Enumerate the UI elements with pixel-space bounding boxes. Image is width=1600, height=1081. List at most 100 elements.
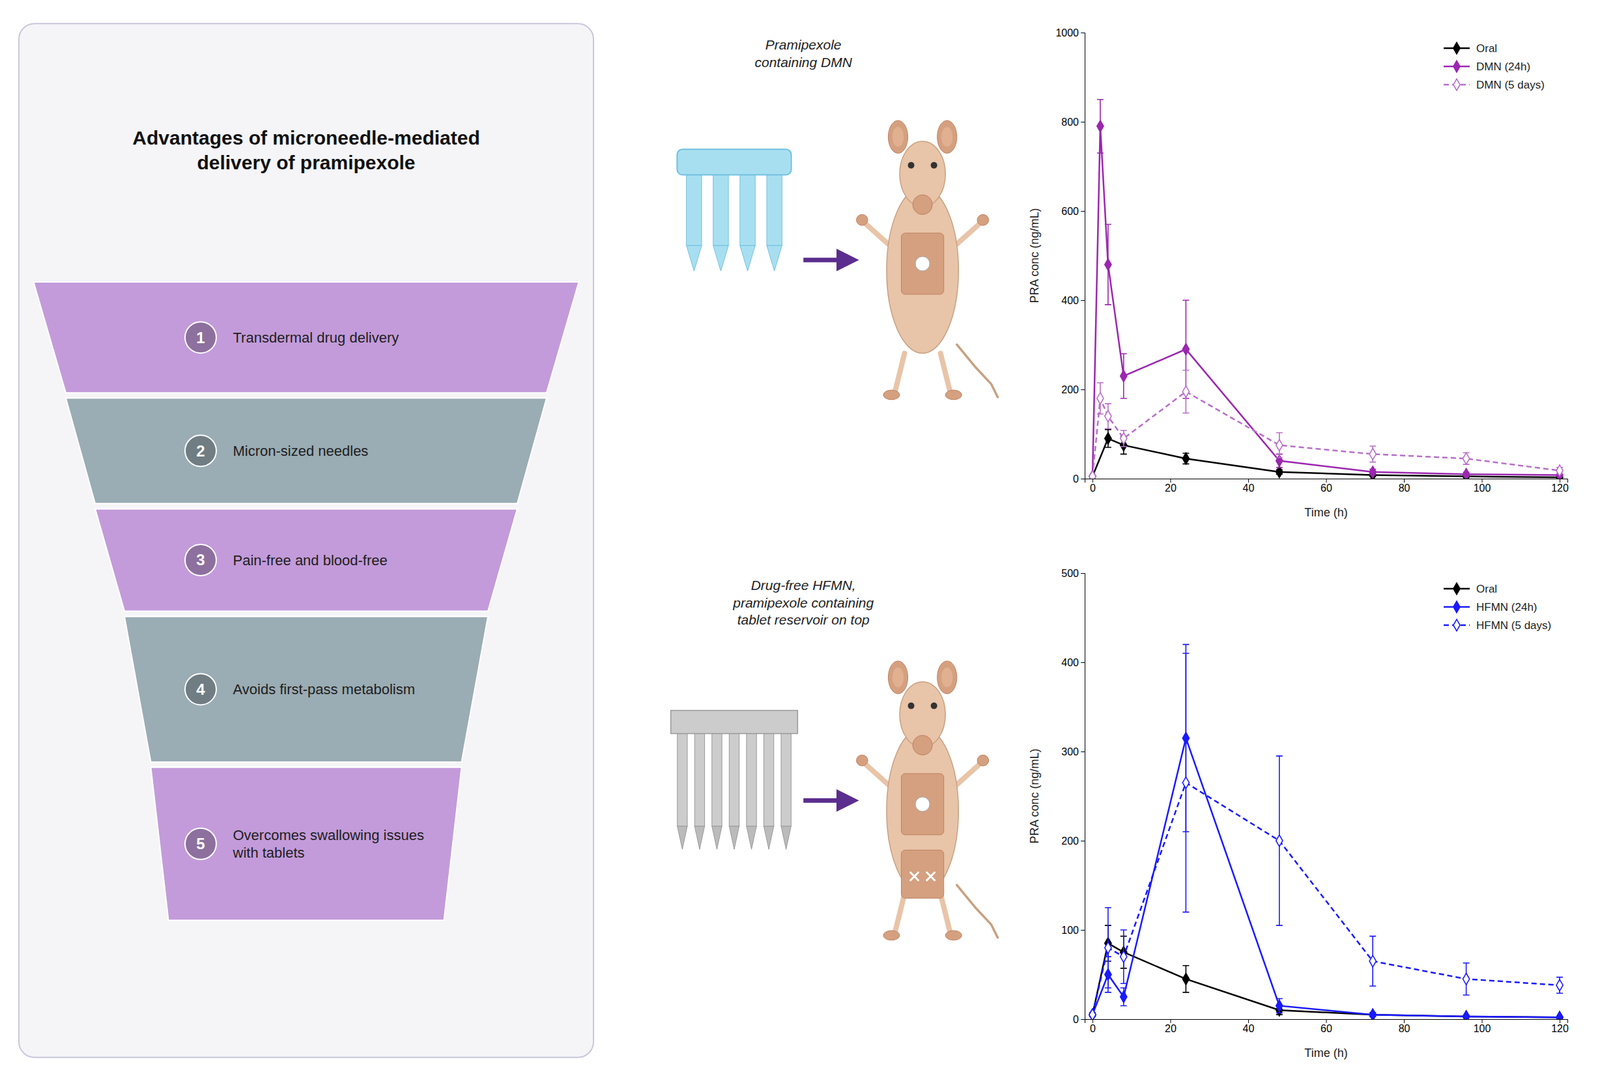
x-tick-mark: [1092, 1019, 1094, 1024]
legend-entry: Oral: [1443, 42, 1498, 55]
x-tick: 100: [1473, 1019, 1492, 1035]
legend-marker: [1453, 619, 1460, 632]
error-bar: [1104, 429, 1112, 448]
x-tick-mark: [1559, 478, 1561, 483]
needle-base: [676, 149, 791, 175]
needle-tip: [781, 826, 791, 851]
y-tick: 200: [1061, 384, 1085, 396]
y-tick-mark: [1080, 751, 1085, 753]
text-line: pramipexole containing: [732, 595, 874, 611]
y-tick: 0: [1072, 1014, 1085, 1026]
figure: Advantages of microneedle-mediateddelive…: [0, 0, 1600, 1081]
needle: [712, 734, 722, 827]
mouse-leg: [940, 353, 951, 393]
y-tick-label: 200: [1061, 384, 1079, 396]
panel-background: [18, 23, 594, 1058]
mouse-arm: [863, 762, 889, 786]
y-tick-label: 100: [1061, 925, 1079, 937]
error-bar: [1120, 988, 1128, 1006]
x-tick-label: 60: [1320, 1023, 1333, 1035]
text-line: Advantages of microneedle-mediated: [132, 127, 480, 149]
x-axis-title: Time (h): [1304, 506, 1348, 520]
legend: OralHFMN (24h)HFMN (5 days): [1443, 583, 1552, 632]
error-bar: [1556, 977, 1563, 995]
y-tick-mark: [1080, 841, 1085, 842]
funnel-band: [65, 398, 547, 504]
y-tick-mark: [1080, 662, 1085, 664]
mouse-tail: [957, 885, 999, 939]
mouse-patch: [901, 850, 944, 899]
legend-marker: [1453, 60, 1460, 73]
x-tick: 40: [1242, 478, 1255, 494]
x-tick-mark: [1092, 478, 1094, 483]
needle: [694, 734, 705, 827]
x-tick-mark: [1170, 478, 1171, 483]
y-tick: 100: [1061, 925, 1085, 937]
series-line: [1092, 783, 1560, 1015]
point: [1463, 452, 1470, 465]
data-label: 1: [196, 328, 205, 347]
legend-entry: DMN (5 days): [1443, 78, 1545, 92]
mouse-paw: [856, 755, 869, 767]
mouse-body: [886, 186, 959, 354]
text-line: Pramipexole: [765, 37, 842, 53]
text-line: delivery of pramipexole: [196, 151, 415, 174]
point: [1556, 979, 1563, 992]
legend-marker: [1453, 42, 1460, 55]
needle-tip: [694, 826, 705, 851]
series-line: [1092, 126, 1560, 477]
mouse-snout: [912, 194, 933, 215]
mouse-patch: [901, 773, 944, 836]
y-tick-mark: [1080, 300, 1085, 301]
funnel-band: [33, 282, 580, 393]
mouse-ear-inner: [892, 667, 905, 688]
needle: [740, 171, 756, 246]
x-tick-mark: [1326, 1019, 1328, 1024]
text-line: tablet reservoir on top: [737, 612, 870, 628]
y-tick: 0: [1072, 473, 1085, 485]
point: [1182, 973, 1189, 986]
data-label: 2: [196, 442, 205, 460]
point: [1097, 392, 1104, 405]
series-line: [1092, 438, 1560, 478]
x-tick-label: 120: [1551, 482, 1569, 494]
y-tick: 1000: [1055, 27, 1085, 39]
mouse-foot: [883, 930, 900, 941]
item-label: Transdermal drug delivery: [233, 329, 400, 346]
point: [1120, 991, 1128, 1004]
point: [1182, 386, 1189, 399]
text-line: Drug-free HFMN,: [751, 577, 857, 593]
error-bar: [1463, 963, 1470, 996]
y-tick: 400: [1061, 657, 1085, 669]
legend-label: DMN (24h): [1476, 60, 1531, 73]
x-tick: 100: [1473, 478, 1492, 494]
needle: [766, 171, 782, 246]
legend-marker: [1453, 583, 1460, 595]
y-tick-mark: [1080, 930, 1085, 931]
x-tick-mark: [1326, 478, 1328, 483]
x-axis-title: Time (h): [1304, 1046, 1348, 1060]
x-tick-label: 40: [1242, 482, 1255, 494]
x-tick: 120: [1551, 478, 1569, 494]
needle-tip: [766, 245, 782, 272]
x-tick-label: 40: [1242, 1023, 1255, 1035]
y-tick-mark: [1080, 573, 1085, 574]
x-tick-label: 20: [1164, 1023, 1177, 1035]
error-bar: [1182, 653, 1189, 913]
legend-label: HFMN (5 days): [1476, 619, 1552, 632]
y-tick: 400: [1061, 295, 1085, 307]
error-bar: [1182, 966, 1189, 993]
error-bar: [1463, 452, 1470, 465]
x-tick: 0: [1089, 478, 1096, 494]
x-tick-label: 80: [1398, 482, 1411, 494]
text-line: containing DMN: [754, 54, 853, 70]
text-line: Pain-free and blood-free: [233, 552, 388, 569]
mouse-leg: [894, 353, 905, 393]
x-tick-label: 0: [1089, 482, 1096, 494]
needle-tip: [686, 245, 702, 272]
error-bar: [1369, 936, 1376, 987]
mouse-patch: [901, 233, 944, 295]
point: [1369, 466, 1376, 479]
mouse-leg: [940, 894, 951, 934]
point: [1276, 1000, 1283, 1013]
